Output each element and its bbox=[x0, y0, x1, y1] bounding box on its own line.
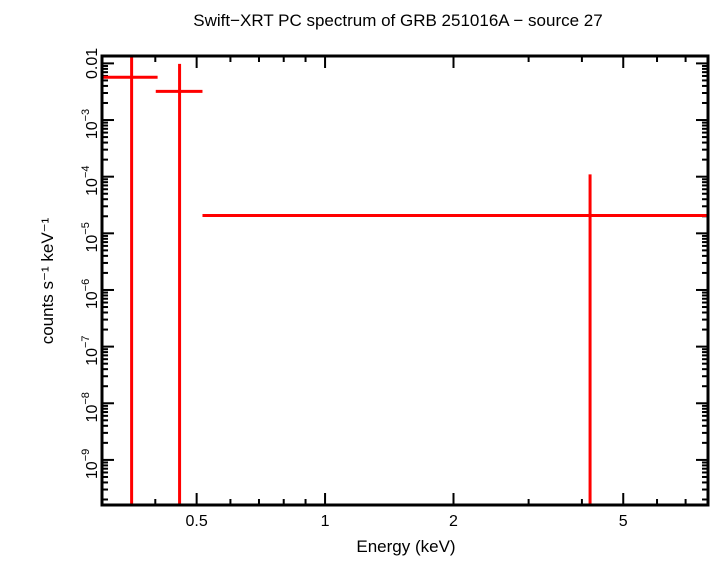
y-tick-base: 10 bbox=[84, 121, 101, 139]
y-tick-base: 10 bbox=[84, 291, 101, 309]
x-tick-label: 0.5 bbox=[186, 513, 208, 530]
y-tick-exponent: −8 bbox=[80, 392, 92, 405]
y-tick-exponent: −3 bbox=[80, 109, 92, 122]
y-tick-label: 10−9 bbox=[80, 449, 101, 479]
x-tick-label: 1 bbox=[321, 513, 330, 530]
y-tick-label: 10−7 bbox=[80, 335, 101, 365]
y-tick-label: 10−5 bbox=[80, 222, 101, 252]
y-tick-label: 10−3 bbox=[80, 109, 101, 139]
chart-title: Swift−XRT PC spectrum of GRB 251016A − s… bbox=[193, 11, 602, 30]
y-tick-exponent: −7 bbox=[80, 335, 92, 348]
y-tick-label: 0.01 bbox=[84, 48, 101, 79]
y-tick-base: 10 bbox=[84, 405, 101, 423]
y-axis-label: counts s⁻¹ keV⁻¹ bbox=[38, 217, 57, 344]
y-tick-base: 10 bbox=[84, 178, 101, 196]
x-tick-label: 2 bbox=[449, 513, 458, 530]
y-tick-exponent: −4 bbox=[80, 166, 92, 179]
x-tick-label: 5 bbox=[619, 513, 628, 530]
y-tick-exponent: −5 bbox=[80, 222, 92, 235]
y-tick-exponent: −9 bbox=[80, 449, 92, 462]
y-tick-label: 10−6 bbox=[80, 279, 101, 309]
plot-frame bbox=[100, 54, 710, 507]
y-tick-label: 10−4 bbox=[80, 166, 101, 196]
y-tick-base: 10 bbox=[84, 235, 101, 253]
y-tick-label: 10−8 bbox=[80, 392, 101, 422]
y-tick-base: 10 bbox=[84, 348, 101, 366]
x-axis-label: Energy (keV) bbox=[356, 537, 455, 556]
y-tick-base: 10 bbox=[84, 461, 101, 479]
y-tick-exponent: −6 bbox=[80, 279, 92, 292]
